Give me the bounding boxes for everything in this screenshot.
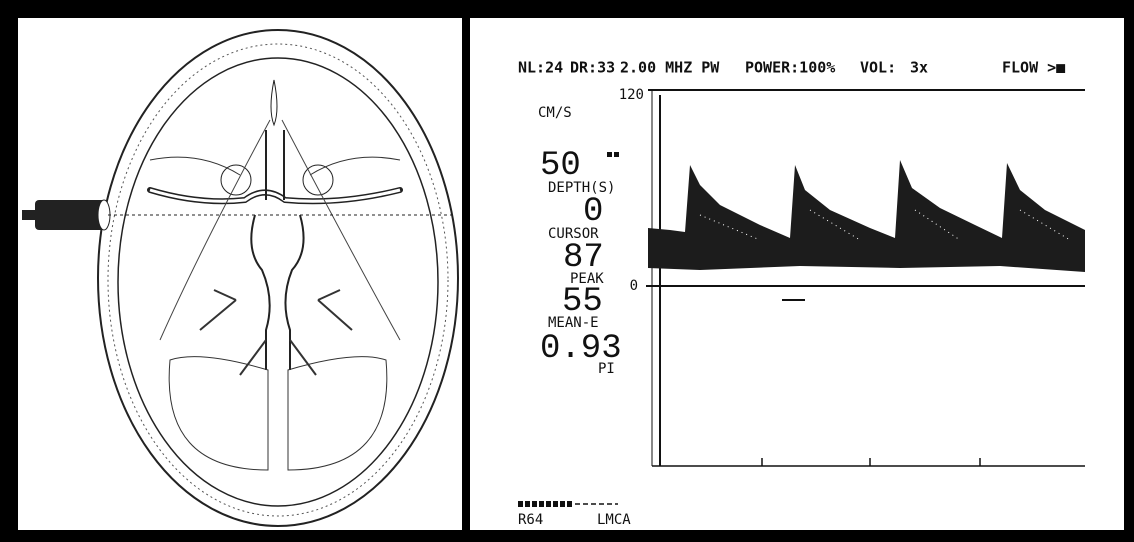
header-item: NL:24 [518,59,563,77]
footer-item: R64 [518,512,543,528]
probe-cable [22,210,36,220]
readout-label: PI [598,361,615,377]
header-item: FLOW >■ [1002,59,1065,77]
figure: NL:24 DR:33 2.00 MHZ PW POWER:100% VOL: … [0,0,1134,538]
readout-label: MEAN-E [548,315,599,331]
scale-top: 120 [619,87,644,103]
skull-diagram [18,18,462,530]
readout-marker [614,152,619,157]
zero-label: 0 [630,278,638,294]
header-item: 3x [910,59,928,77]
readout-marker [607,152,612,157]
doppler-display: NL:24 DR:33 2.00 MHZ PW POWER:100% VOL: … [470,18,1124,530]
unit: CM/S [538,105,572,121]
probe [35,200,107,230]
header-item: VOL: [860,59,896,77]
footer-item: LMCA [597,512,631,528]
header-item: POWER:100% [745,59,835,77]
header-item: DR:33 [570,59,615,77]
readout-label: DEPTH(S) [548,180,615,196]
header-item: 2.00 MHZ PW [620,59,720,77]
left-panel [18,18,462,530]
page: NL:24 DR:33 2.00 MHZ PW POWER:100% VOL: … [0,0,1134,538]
